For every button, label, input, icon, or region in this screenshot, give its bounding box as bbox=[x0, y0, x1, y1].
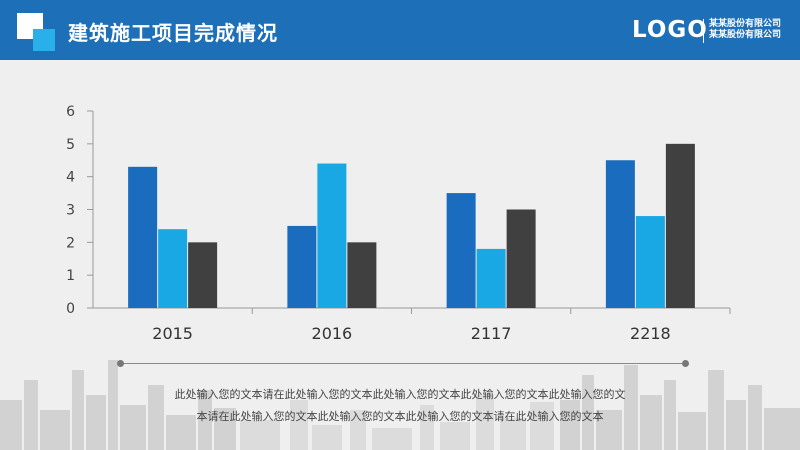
caption-text: 此处输入您的文本请在此处输入您的文本此处输入您的文本此处输入您的文本此处输入您的… bbox=[110, 384, 690, 428]
bar-2016-series-2 bbox=[317, 163, 347, 308]
logo-divider bbox=[703, 19, 704, 43]
bar-2016-series-3 bbox=[347, 242, 377, 308]
y-tick-label: 0 bbox=[66, 301, 75, 317]
company-line-1: 某某股份有限公司 bbox=[709, 19, 782, 29]
bar-2218-series-2 bbox=[635, 216, 665, 308]
bar-2117-series-1 bbox=[446, 193, 476, 308]
company-line-2: 某某股份有限公司 bbox=[709, 30, 782, 40]
city-skyline-background bbox=[0, 360, 800, 450]
brand-squares-icon bbox=[17, 13, 57, 53]
bar-chart: 0 1 2 3 4 5 6 2015 2016 2117 2218 bbox=[66, 104, 731, 343]
separator-dot-left bbox=[117, 360, 124, 367]
bar-2016-series-1 bbox=[287, 225, 317, 308]
bar-2218-series-3 bbox=[665, 143, 695, 308]
separator-dot-right bbox=[682, 360, 689, 367]
separator-line bbox=[120, 363, 686, 364]
bar-2117-series-3 bbox=[506, 209, 536, 308]
y-tick-label: 3 bbox=[66, 203, 75, 219]
bar-2015-series-2 bbox=[158, 229, 188, 308]
caption-line-1: 此处输入您的文本请在此处输入您的文本此处输入您的文本此处输入您的文本此处输入您的… bbox=[174, 388, 626, 401]
logo: LOGO bbox=[632, 17, 708, 43]
x-category-label: 2218 bbox=[630, 324, 671, 343]
bar-2015-series-1 bbox=[128, 166, 158, 308]
caption-line-2: 本请在此处输入您的文本此处输入您的文本此处输入您的文本请在此处输入您的文本 bbox=[196, 410, 604, 423]
header-bar: 建筑施工项目完成情况 LOGO 某某股份有限公司 某某股份有限公司 bbox=[0, 0, 800, 60]
y-tick-label: 1 bbox=[66, 268, 75, 284]
y-tick-label: 5 bbox=[66, 137, 75, 153]
company-name: 某某股份有限公司 某某股份有限公司 bbox=[709, 19, 781, 41]
bar-2015-series-3 bbox=[188, 242, 218, 308]
page-title: 建筑施工项目完成情况 bbox=[68, 21, 278, 45]
y-tick-label: 4 bbox=[66, 170, 75, 186]
y-tick-label: 6 bbox=[66, 104, 75, 120]
y-tick-label: 2 bbox=[66, 235, 75, 251]
x-category-label: 2015 bbox=[152, 324, 193, 343]
bar-2218-series-1 bbox=[605, 160, 635, 308]
x-category-label: 2016 bbox=[312, 324, 353, 343]
bar-2117-series-2 bbox=[476, 248, 506, 308]
x-category-label: 2117 bbox=[471, 324, 512, 343]
